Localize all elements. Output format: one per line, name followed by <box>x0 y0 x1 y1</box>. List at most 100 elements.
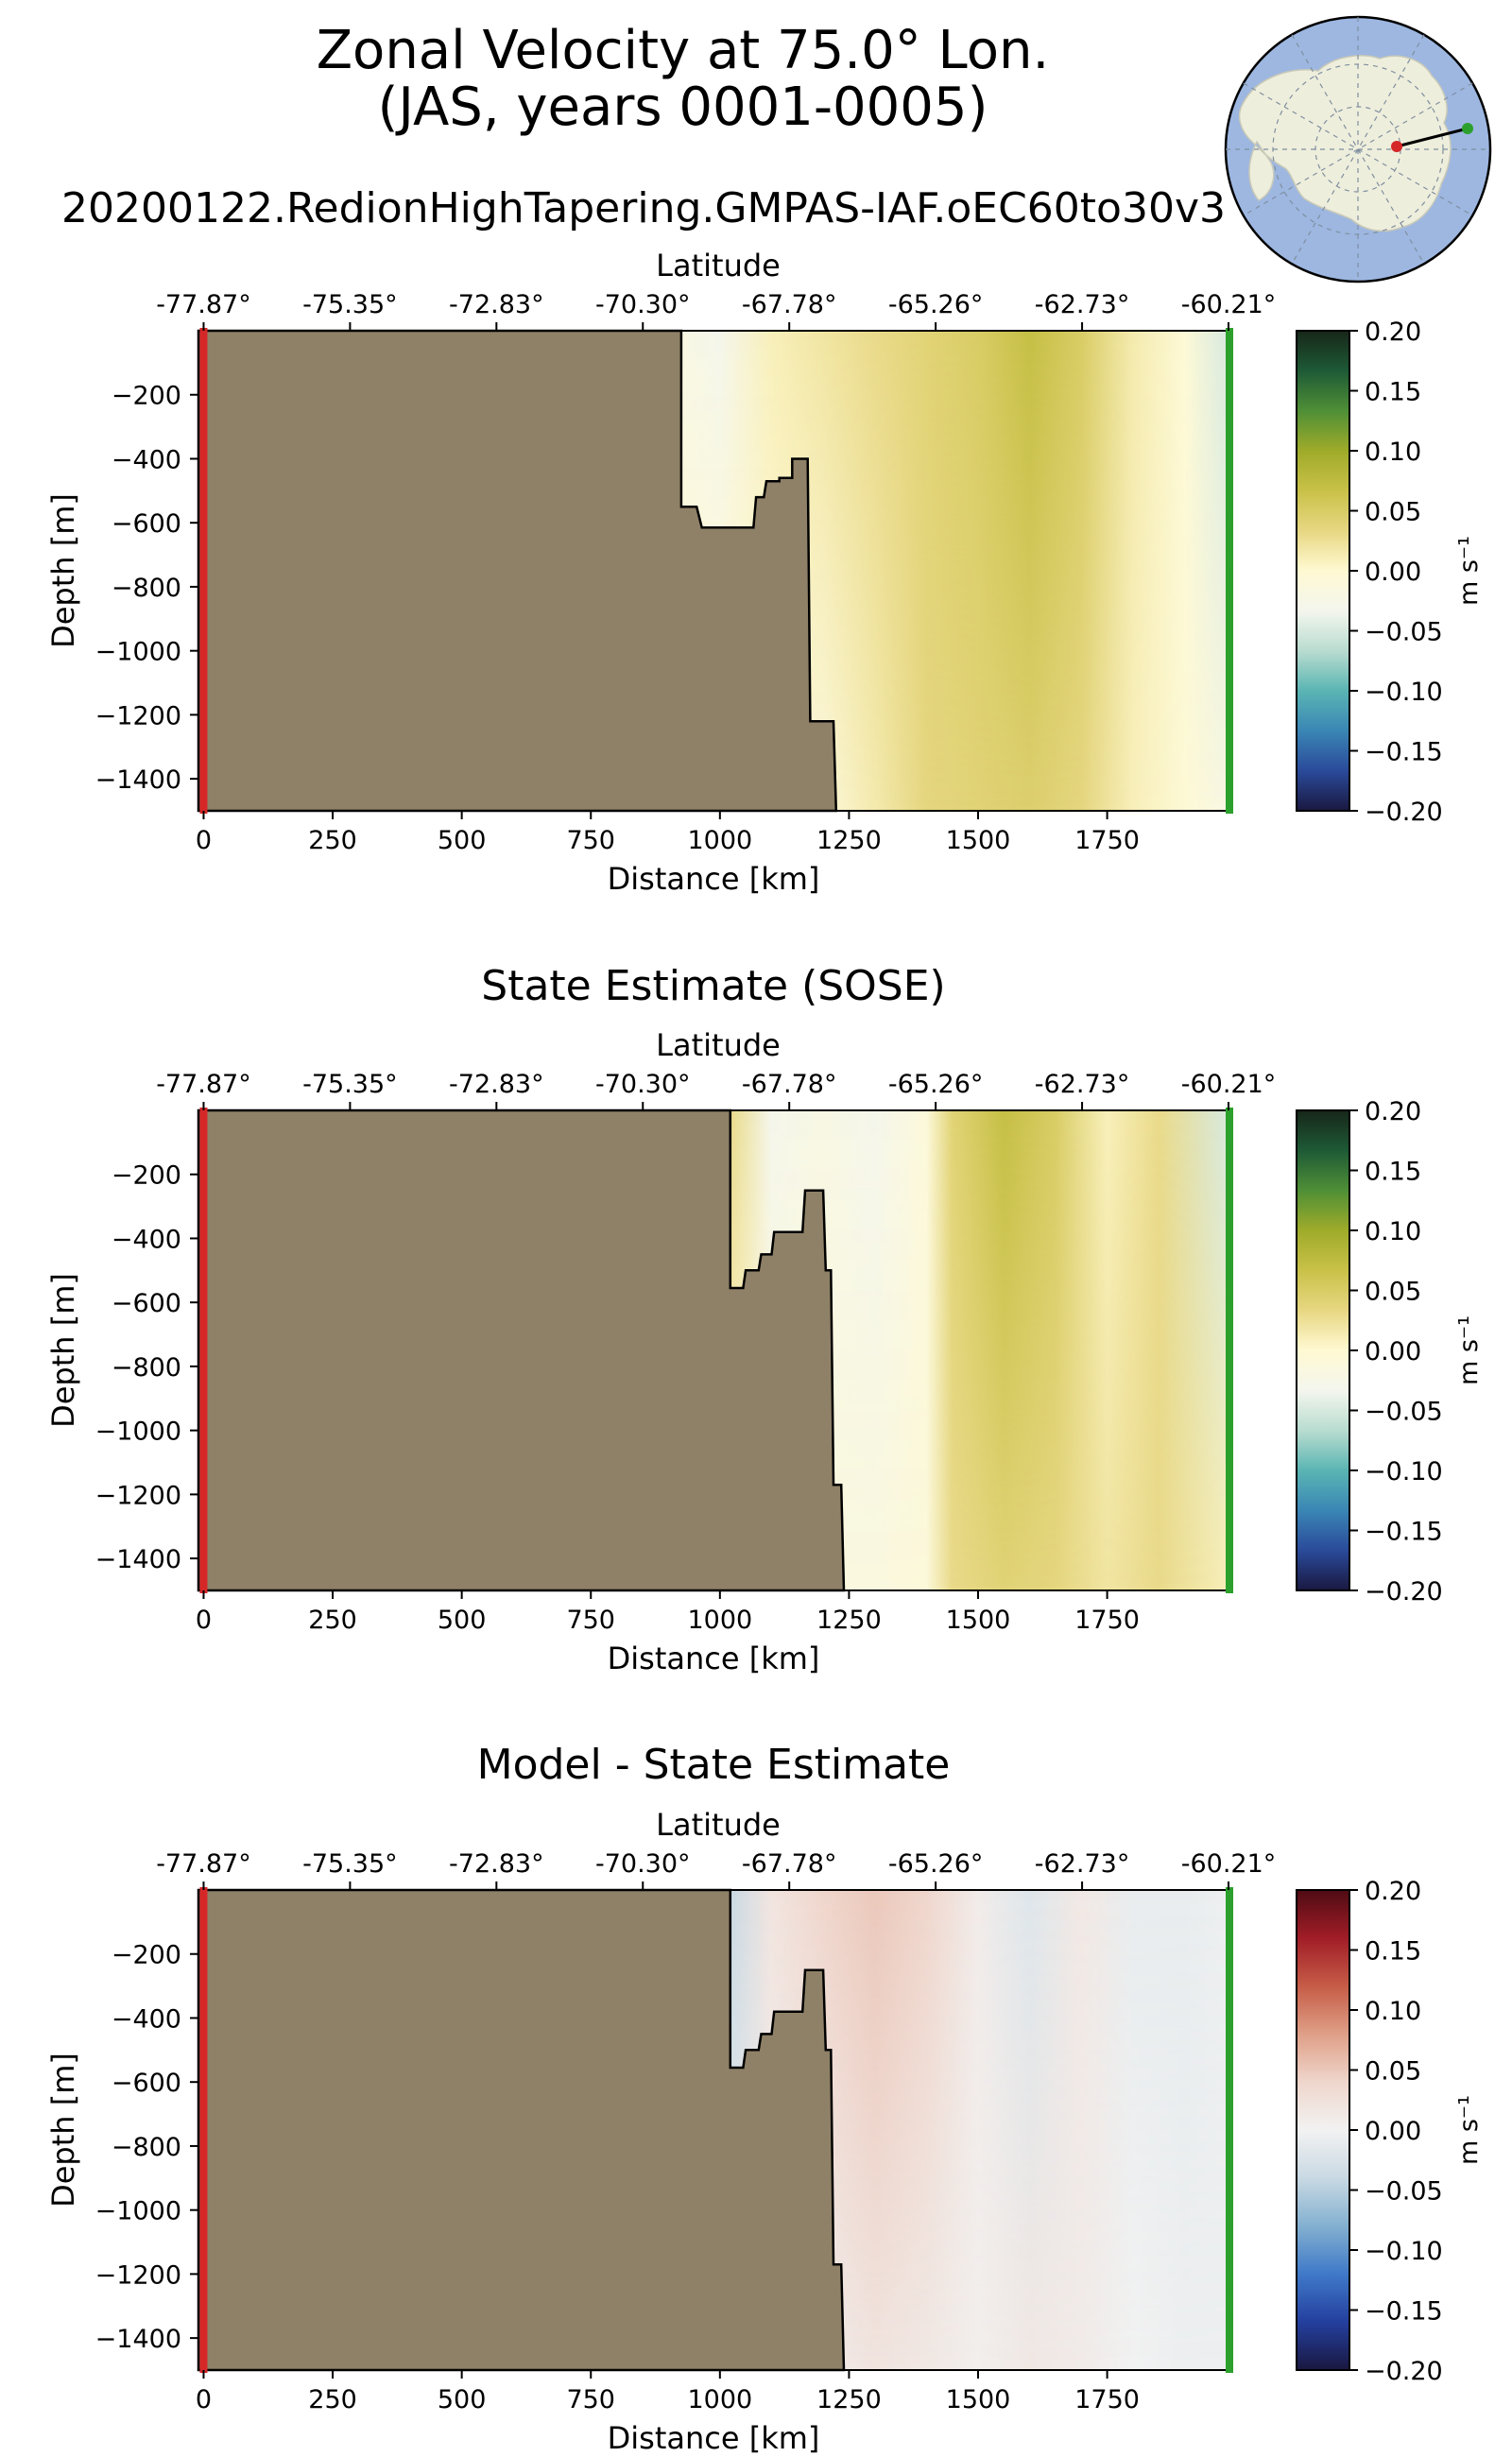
land-mask <box>197 329 838 813</box>
latitude-tick-label: -62.73° <box>1035 290 1130 319</box>
latitude-tick-label: -72.83° <box>449 1070 544 1099</box>
colorbar-tick-label: 0.20 <box>1365 1097 1421 1126</box>
latitude-tick-label: -70.30° <box>595 290 691 319</box>
x-axis-label: Distance [km] <box>608 1641 820 1676</box>
x-tick-label: 1500 <box>946 2385 1011 2414</box>
land-mask <box>197 1108 846 1592</box>
y-tick-label: −200 <box>112 1941 181 1970</box>
latitude-tick-label: -75.35° <box>302 1849 398 1879</box>
y-tick-label: −1200 <box>95 701 181 730</box>
figure-title-line-1: Zonal Velocity at 75.0° Lon. <box>316 20 1050 81</box>
y-tick-label: −1000 <box>95 2197 181 2226</box>
latitude-tick-label: -62.73° <box>1035 1849 1130 1879</box>
y-tick-label: −400 <box>112 445 181 474</box>
colorbar-tick-label: −0.05 <box>1365 2177 1443 2207</box>
latitude-tick-label: -60.21° <box>1181 1070 1277 1099</box>
x-tick-label: 250 <box>308 2385 357 2414</box>
colorbar-tick-label: 0.05 <box>1365 2057 1421 2087</box>
y-tick-label: −1000 <box>95 1418 181 1447</box>
y-tick-label: −200 <box>112 382 181 411</box>
figure-title-line-2: (JAS, years 0001-0005) <box>377 77 988 138</box>
panel-title: Model - State Estimate <box>477 1741 951 1789</box>
x-tick-label: 0 <box>196 1606 212 1635</box>
latitude-tick-label: -67.78° <box>742 290 837 319</box>
x-tick-label: 250 <box>308 826 357 855</box>
y-tick-label: −800 <box>112 574 181 603</box>
land-mask <box>197 1888 846 2372</box>
transect-end-dot <box>1462 123 1473 134</box>
colorbar-tick-label: −0.15 <box>1365 2297 1443 2327</box>
y-tick-label: −1200 <box>95 2260 181 2290</box>
y-tick-label: −600 <box>112 1289 181 1318</box>
colorbar-tick-label: −0.05 <box>1365 1398 1443 1427</box>
section-end-line <box>1226 1887 1233 2373</box>
y-tick-label: −1400 <box>95 765 181 795</box>
x-tick-label: 1750 <box>1074 2385 1140 2414</box>
colorbar-tick-label: 0.05 <box>1365 498 1421 527</box>
y-tick-label: −800 <box>112 1353 181 1383</box>
colorbar-tick-label: −0.10 <box>1365 2237 1443 2266</box>
panel-title: State Estimate (SOSE) <box>481 962 945 1010</box>
continent <box>1238 55 1452 232</box>
colorbar-tick-label: −0.15 <box>1365 738 1443 767</box>
y-tick-label: −1000 <box>95 638 181 667</box>
colorbar-label: m s⁻¹ <box>1454 1315 1484 1385</box>
y-tick-label: −1400 <box>95 2325 181 2354</box>
y-axis-label: Depth [m] <box>45 1273 81 1428</box>
latitude-tick-label: -70.30° <box>595 1070 691 1099</box>
y-tick-label: −800 <box>112 2133 181 2162</box>
colorbar <box>1296 330 1350 812</box>
x-tick-label: 500 <box>438 2385 487 2414</box>
colorbar-label: m s⁻¹ <box>1454 2095 1484 2165</box>
antarctica-inset-map-icon <box>1224 15 1492 284</box>
x-tick-label: 750 <box>566 1606 615 1635</box>
colorbar <box>1296 1889 1350 2371</box>
x-tick-label: 750 <box>566 2385 615 2414</box>
colorbar-tick-label: −0.20 <box>1365 1577 1443 1606</box>
latitude-tick-label: -65.26° <box>888 1849 984 1879</box>
latitude-tick-label: -67.78° <box>742 1849 837 1879</box>
colorbar-tick-label: 0.05 <box>1365 1278 1421 1307</box>
latitude-axis-label: Latitude <box>656 1027 781 1063</box>
colorbar-tick-label: 0.00 <box>1365 2117 1421 2146</box>
transect-line <box>1396 127 1469 148</box>
panel-2: State Estimate (SOSE) 0 250 500 750 1000 1250 1… <box>45 962 1484 1676</box>
x-tick-label: 1250 <box>816 826 882 855</box>
latitude-tick-label: -67.78° <box>742 1070 837 1099</box>
y-tick-label: −400 <box>112 2004 181 2034</box>
colorbar-tick-label: −0.20 <box>1365 798 1443 827</box>
latitude-tick-label: -65.26° <box>888 1070 984 1099</box>
x-tick-label: 0 <box>196 826 212 855</box>
colorbar-tick-label: 0.00 <box>1365 558 1421 587</box>
colorbar-tick-label: 0.10 <box>1365 1217 1421 1246</box>
latitude-tick-label: -62.73° <box>1035 1070 1130 1099</box>
x-tick-label: 750 <box>566 826 615 855</box>
colorbar-tick-label: −0.15 <box>1365 1518 1443 1547</box>
y-tick-label: −1200 <box>95 1481 181 1510</box>
section-start-line <box>199 328 208 814</box>
section-end-line <box>1226 328 1233 814</box>
latitude-tick-label: -75.35° <box>302 1070 398 1099</box>
section-end-line <box>1226 1108 1233 1593</box>
latitude-axis-label: Latitude <box>656 248 781 284</box>
latitude-tick-label: -77.87° <box>156 1849 251 1879</box>
meridian-line <box>1243 82 1473 216</box>
colorbar-tick-label: 0.15 <box>1365 1158 1421 1187</box>
y-tick-label: −1400 <box>95 1545 181 1574</box>
x-tick-label: 500 <box>438 1606 487 1635</box>
colorbar-tick-label: 0.15 <box>1365 378 1421 407</box>
x-tick-label: 1500 <box>946 1606 1011 1635</box>
colorbar-tick-label: 0.00 <box>1365 1337 1421 1366</box>
latitude-tick-label: -60.21° <box>1181 290 1277 319</box>
latitude-tick-label: -75.35° <box>302 290 398 319</box>
colorbar-label: m s⁻¹ <box>1454 536 1484 606</box>
panel-title: 20200122.RedionHighTapering.GMPAS-IAF.oE… <box>61 184 1226 232</box>
latitude-tick-label: -77.87° <box>156 1070 251 1099</box>
panel-1: 20200122.RedionHighTapering.GMPAS-IAF.oE… <box>45 184 1484 897</box>
colorbar-tick-label: 0.20 <box>1365 318 1421 347</box>
x-axis-label: Distance [km] <box>608 2420 820 2456</box>
meridian-line <box>1291 34 1425 265</box>
section-start-line <box>199 1887 208 2373</box>
colorbar-tick-label: 0.20 <box>1365 1877 1421 1906</box>
